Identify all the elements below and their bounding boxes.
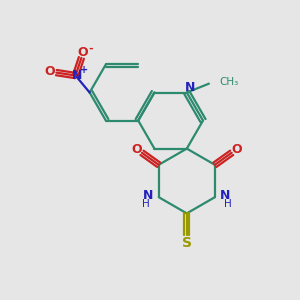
Text: +: + bbox=[80, 65, 88, 75]
Text: H: H bbox=[142, 199, 149, 209]
Text: O: O bbox=[131, 143, 142, 156]
Text: N: N bbox=[185, 81, 196, 94]
Text: N: N bbox=[220, 189, 230, 202]
Text: N: N bbox=[72, 69, 82, 82]
Text: H: H bbox=[224, 199, 232, 209]
Text: S: S bbox=[182, 236, 192, 250]
Text: O: O bbox=[78, 46, 88, 59]
Text: N: N bbox=[143, 189, 154, 202]
Text: O: O bbox=[45, 64, 55, 78]
Text: CH₃: CH₃ bbox=[219, 77, 238, 87]
Text: -: - bbox=[88, 44, 93, 54]
Text: O: O bbox=[232, 143, 242, 156]
